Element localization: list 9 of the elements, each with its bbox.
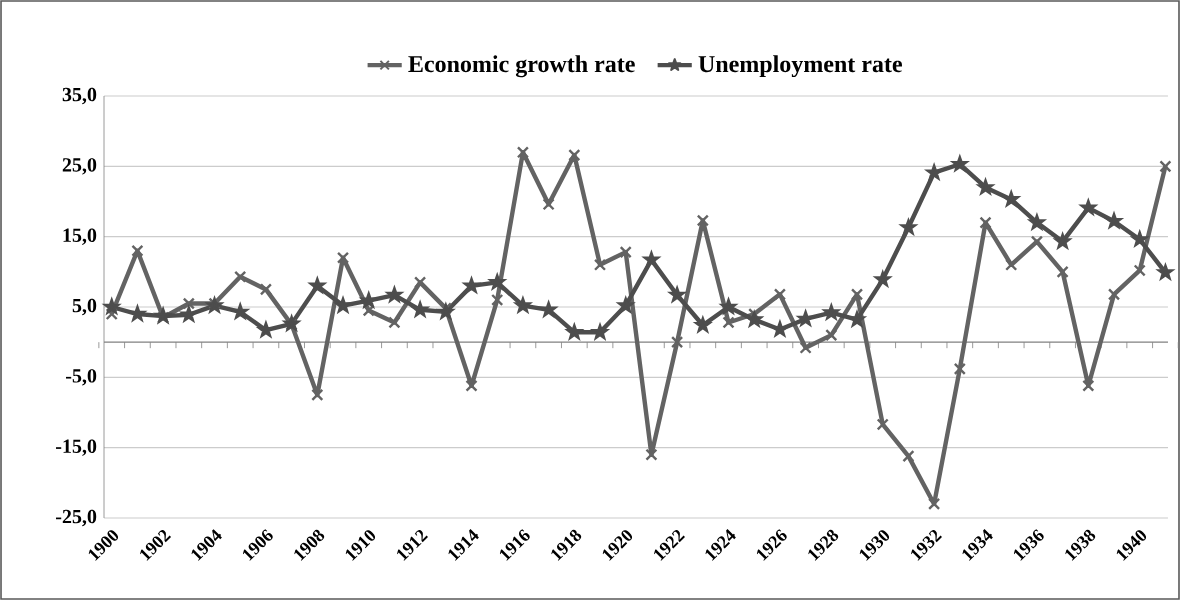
y-tick-label: -5,0 [66, 369, 97, 386]
y-tick-label: -15,0 [56, 439, 97, 456]
y-tick-label: 5,0 [72, 298, 97, 316]
y-tick-label: -25,0 [56, 509, 97, 527]
legend-label: Unemployment rate [698, 55, 902, 78]
y-tick-label: 25,0 [62, 158, 97, 175]
y-tick-label: 15,0 [63, 228, 97, 245]
y-tick-label: 35,0 [62, 87, 97, 105]
legend-label: Economic growth rate [408, 55, 635, 78]
